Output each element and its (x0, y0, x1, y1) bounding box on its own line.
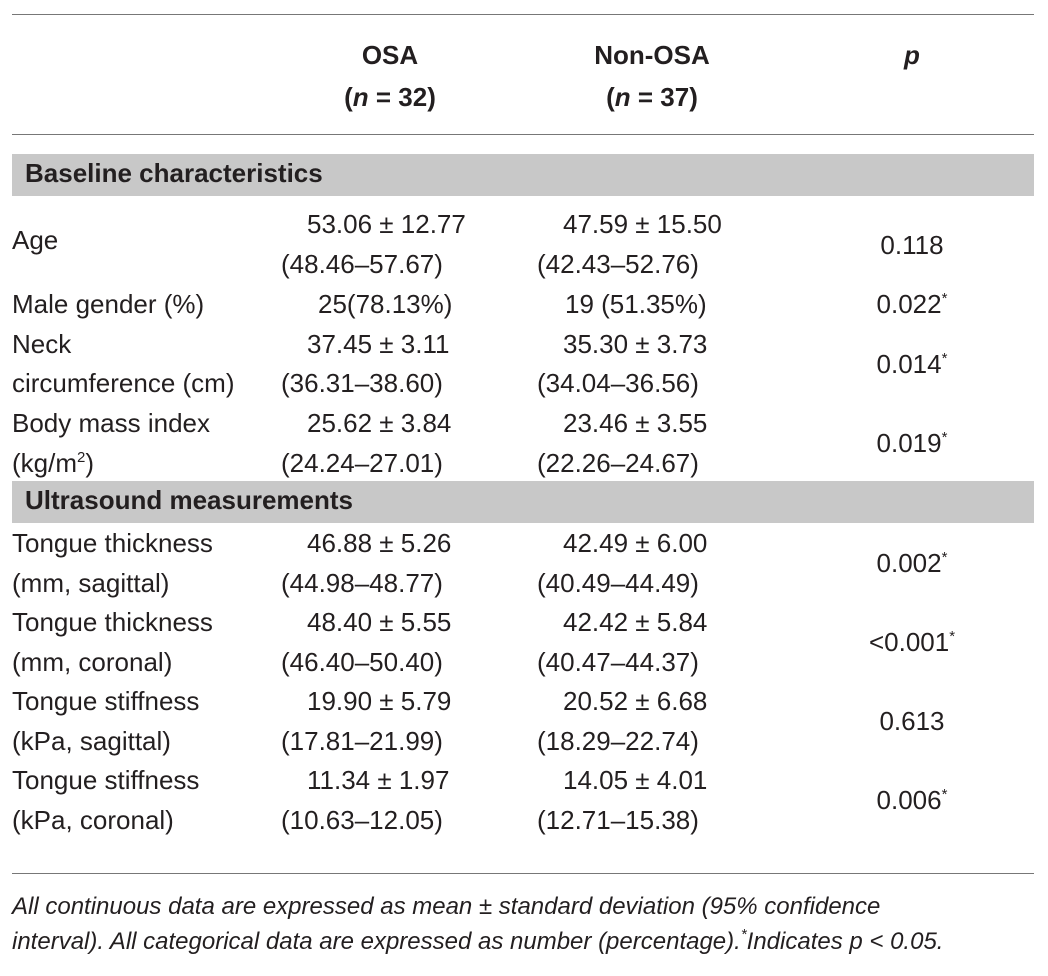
p-value: 0.118 (880, 230, 944, 260)
col-header-p: p (904, 40, 920, 70)
osa-ci: (10.63–12.05) (281, 805, 443, 835)
non-osa-ci: (18.29–22.74) (537, 726, 699, 756)
osa-ci: (17.81–21.99) (281, 726, 443, 756)
non-osa-ci: (34.04–36.56) (537, 368, 699, 398)
osa-value: 19.90 ± 5.79 (307, 686, 452, 716)
row-label: Neck (12, 329, 72, 359)
non-osa-value: 35.30 ± 3.73 (563, 329, 708, 359)
col-header-non-osa: Non-OSA (n = 37) (594, 40, 710, 112)
section-title: Baseline characteristics (25, 158, 323, 188)
footnote: All continuous data are expressed as mea… (12, 893, 944, 955)
p-value: 0.014* (876, 349, 948, 379)
non-osa-value: 14.05 ± 4.01 (563, 765, 708, 795)
section-title: Ultrasound measurements (25, 485, 353, 515)
non-osa-value: 20.52 ± 6.68 (563, 686, 708, 716)
row-label: Male gender (%) (12, 289, 205, 319)
row-label-cont: (kPa, coronal) (12, 805, 174, 835)
p-value: 0.019* (876, 428, 948, 458)
bottom-rule (12, 873, 1034, 874)
header-rule (12, 134, 1034, 135)
osa-value: 53.06 ± 12.77 (307, 209, 466, 239)
row-label-cont: (mm, sagittal) (12, 568, 170, 598)
p-value: 0.002* (876, 548, 948, 578)
row-label: Tongue stiffness (12, 765, 200, 795)
row-label: Tongue thickness (12, 528, 213, 558)
non-osa-value: 42.49 ± 6.00 (563, 528, 708, 558)
row-label-cont: circumference (cm) (12, 368, 235, 398)
osa-ci: (46.40–50.40) (281, 647, 443, 677)
osa-value: 25.62 ± 3.84 (307, 408, 452, 438)
row-label: Tongue thickness (12, 607, 213, 637)
row-label-cont: (kPa, sagittal) (12, 726, 171, 756)
osa-value: 37.45 ± 3.11 (307, 329, 450, 359)
non-osa-ci: (40.49–44.49) (537, 568, 699, 598)
row-label: Age (12, 225, 59, 255)
row-label: Tongue stiffness (12, 686, 200, 716)
p-value: <0.001* (868, 627, 956, 657)
non-osa-ci: (42.43–52.76) (537, 249, 699, 279)
p-value: 0.006* (876, 785, 948, 815)
col-header-osa: OSA (n = 32) (344, 40, 436, 112)
non-osa-ci: (40.47–44.37) (537, 647, 699, 677)
p-value: 0.022* (876, 289, 948, 319)
osa-value: 11.34 ± 1.97 (307, 765, 450, 795)
non-osa-value: 42.42 ± 5.84 (563, 607, 708, 637)
non-osa-value: 47.59 ± 15.50 (563, 209, 722, 239)
non-osa-value: 23.46 ± 3.55 (563, 408, 708, 438)
osa-ci: (44.98–48.77) (281, 568, 443, 598)
non-osa-ci: (12.71–15.38) (537, 805, 699, 835)
osa-ci: (48.46–57.67) (281, 249, 443, 279)
osa-ci: (24.24–27.01) (281, 448, 443, 478)
row-label-cont: (mm, coronal) (12, 647, 173, 677)
section-baseline: Baseline characteristics (12, 154, 1034, 196)
row-label: Body mass index (12, 408, 210, 438)
osa-value: 25(78.13%) (318, 289, 453, 319)
osa-value: 48.40 ± 5.55 (307, 607, 452, 637)
non-osa-ci: (22.26–24.67) (537, 448, 699, 478)
osa-ci: (36.31–38.60) (281, 368, 443, 398)
section-ultrasound: Ultrasound measurements (12, 481, 1034, 523)
osa-value: 46.88 ± 5.26 (307, 528, 452, 558)
row-label-cont: (kg/m2) (12, 448, 95, 478)
p-value: 0.613 (879, 706, 945, 736)
top-rule (12, 14, 1034, 15)
non-osa-value: 19 (51.35%) (565, 289, 707, 319)
